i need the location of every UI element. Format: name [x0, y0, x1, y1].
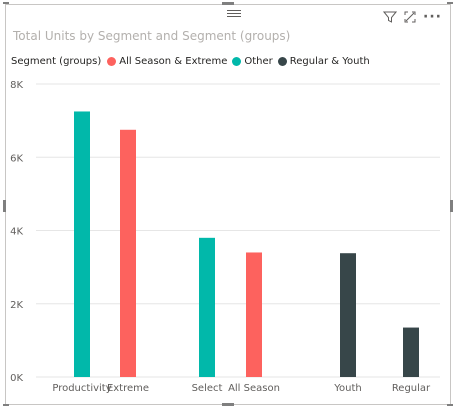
y-tick-label: 2K	[10, 300, 23, 311]
resize-handle-top-left[interactable]	[3, 2, 9, 4]
legend-label: Other	[244, 56, 273, 67]
y-tick-label: 8K	[10, 80, 23, 91]
legend-dot	[232, 57, 242, 66]
chart-legend: Segment (groups) All Season & Extreme Ot…	[11, 56, 375, 67]
bar-regular[interactable]	[403, 327, 419, 377]
focus-mode-icon[interactable]	[403, 9, 417, 25]
resize-handle-bottom[interactable]	[222, 403, 234, 406]
resize-handle-left[interactable]	[3, 200, 6, 212]
legend-label: Regular & Youth	[289, 56, 370, 67]
bar-extreme[interactable]	[120, 129, 136, 377]
x-tick-label: All Season	[228, 383, 280, 394]
resize-handle-right[interactable]	[450, 200, 453, 212]
x-tick-label: Productivity	[52, 383, 111, 394]
y-tick-label: 4K	[10, 227, 23, 238]
resize-handle-bottom-right[interactable]	[447, 404, 453, 406]
x-tick-label: Youth	[333, 383, 362, 394]
bar-productivity[interactable]	[74, 111, 90, 377]
legend-title: Segment (groups)	[11, 56, 102, 67]
legend-item-regular-youth[interactable]: Regular & Youth	[277, 56, 370, 67]
bar-youth[interactable]	[340, 253, 356, 377]
x-tick-label: Select	[192, 383, 223, 394]
drag-grip-icon[interactable]	[227, 10, 241, 19]
y-tick-label: 0K	[10, 373, 23, 384]
resize-handle-bottom-left[interactable]	[3, 404, 9, 406]
bar-select[interactable]	[199, 237, 215, 377]
resize-handle-top-right[interactable]	[447, 2, 453, 4]
y-tick-label: 6K	[10, 153, 23, 164]
bar-all-season[interactable]	[246, 252, 262, 377]
visual-header-icons: ···	[383, 9, 442, 25]
legend-dot	[107, 57, 117, 66]
x-tick-label: Regular	[392, 383, 431, 394]
legend-item-other[interactable]: Other	[232, 56, 273, 67]
resize-handle-top[interactable]	[222, 2, 234, 5]
chart-title: Total Units by Segment and Segment (grou…	[13, 29, 291, 43]
legend-dot	[277, 57, 287, 66]
legend-item-all-season-extreme[interactable]: All Season & Extreme	[107, 56, 227, 67]
filter-icon[interactable]	[383, 9, 398, 25]
legend-label: All Season & Extreme	[119, 56, 228, 67]
x-tick-label: Extreme	[107, 383, 149, 394]
more-options-icon[interactable]: ···	[423, 9, 442, 25]
